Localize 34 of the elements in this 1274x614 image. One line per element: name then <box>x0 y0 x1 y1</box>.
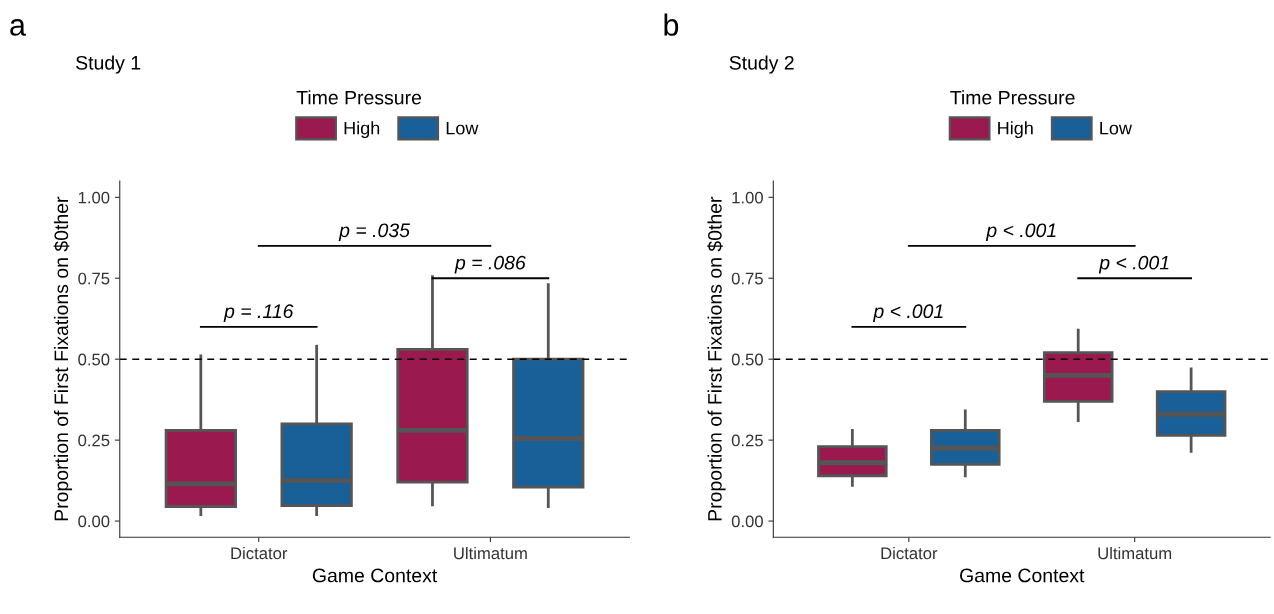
legend-title: Time Pressure <box>296 90 422 105</box>
x-tick-label: Dictator <box>231 546 288 560</box>
y-tick-label: 0.00 <box>78 515 110 528</box>
text: b <box>664 13 679 36</box>
x-tick-label: Dictator <box>881 546 938 560</box>
y-tick-label: 1.00 <box>78 191 110 204</box>
y-axis-title: Proportion of First Fixations on $0ther <box>53 196 73 521</box>
x-tick-label: Ultimatum <box>454 546 527 560</box>
y-tick-label: 0.75 <box>78 272 110 285</box>
annotation: p = .086 <box>454 255 526 274</box>
y-tick-label: 0.00 <box>731 515 763 528</box>
y-tick-label: 1.00 <box>732 191 763 204</box>
annotation: p = .035 <box>338 223 411 242</box>
y-tick-label: 0.50 <box>731 353 763 366</box>
legend-label: Low <box>446 121 479 135</box>
legend-label: High <box>998 121 1033 139</box>
chart-title: Study 2 <box>729 55 794 74</box>
x-tick-label: Ultimatum <box>1098 546 1172 560</box>
y-tick-label: 0.25 <box>731 434 763 447</box>
y-tick-label: 0.50 <box>78 353 110 366</box>
text: a <box>10 19 26 36</box>
annotation: p < .001 <box>985 223 1056 242</box>
legend-label: Low <box>1100 121 1132 135</box>
annotation: p < .001 <box>1098 255 1169 274</box>
annotation: p < .001 <box>872 304 943 322</box>
x-axis-title: Game Context <box>312 568 438 583</box>
x-axis-title: Game Context <box>960 568 1085 583</box>
legend-label: High <box>344 121 380 139</box>
chart-title: Study 1 <box>76 55 141 74</box>
y-axis-title: Proportion of First Fixations on $0ther <box>707 196 726 521</box>
y-tick-label: 0.75 <box>731 272 763 285</box>
y-tick-label: 0.25 <box>78 434 110 447</box>
legend-title: Time Pressure <box>950 90 1075 105</box>
annotation: p = .116 <box>223 304 294 322</box>
